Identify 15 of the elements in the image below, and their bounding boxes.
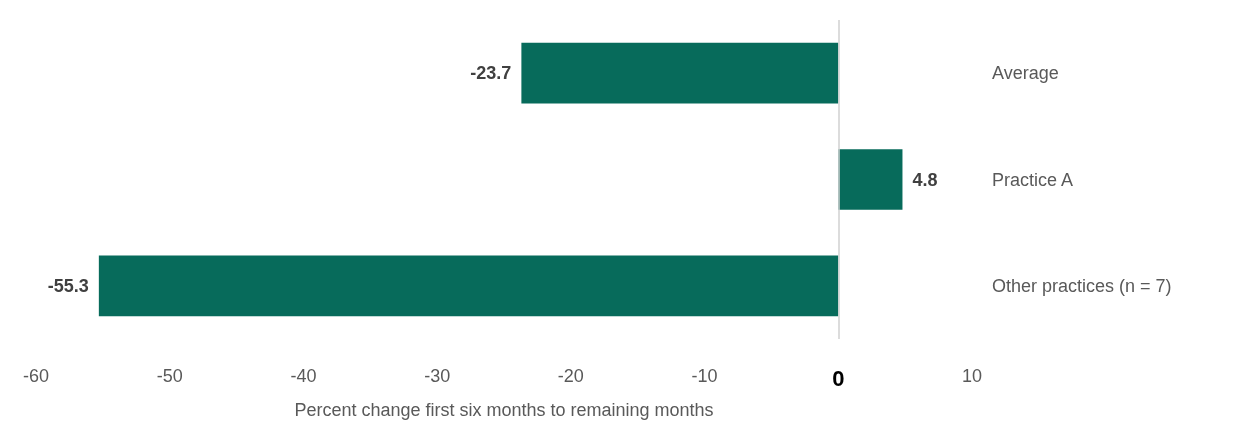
x-tick-label: 10 [961,366,983,386]
x-tick-label: -60 [22,366,50,386]
data-label: 4.8 [912,169,938,190]
y-tick-label: Other practices (n = 7) [992,275,1172,296]
x-axis-title: Percent change first six months to remaining months [294,400,714,420]
y-tick-label: Average [992,63,1059,84]
x-tick-label: 0 [832,365,845,391]
data-label: -55.3 [47,275,89,296]
x-tick-label: -50 [156,366,183,386]
x-tick-label: -40 [290,366,317,386]
y-tick-label: Practice A [992,169,1074,190]
x-tick-label: -30 [424,366,451,386]
x-tick-label: -20 [557,366,584,386]
data-label: -23.7 [470,63,512,84]
x-tick-label: -10 [691,366,718,386]
